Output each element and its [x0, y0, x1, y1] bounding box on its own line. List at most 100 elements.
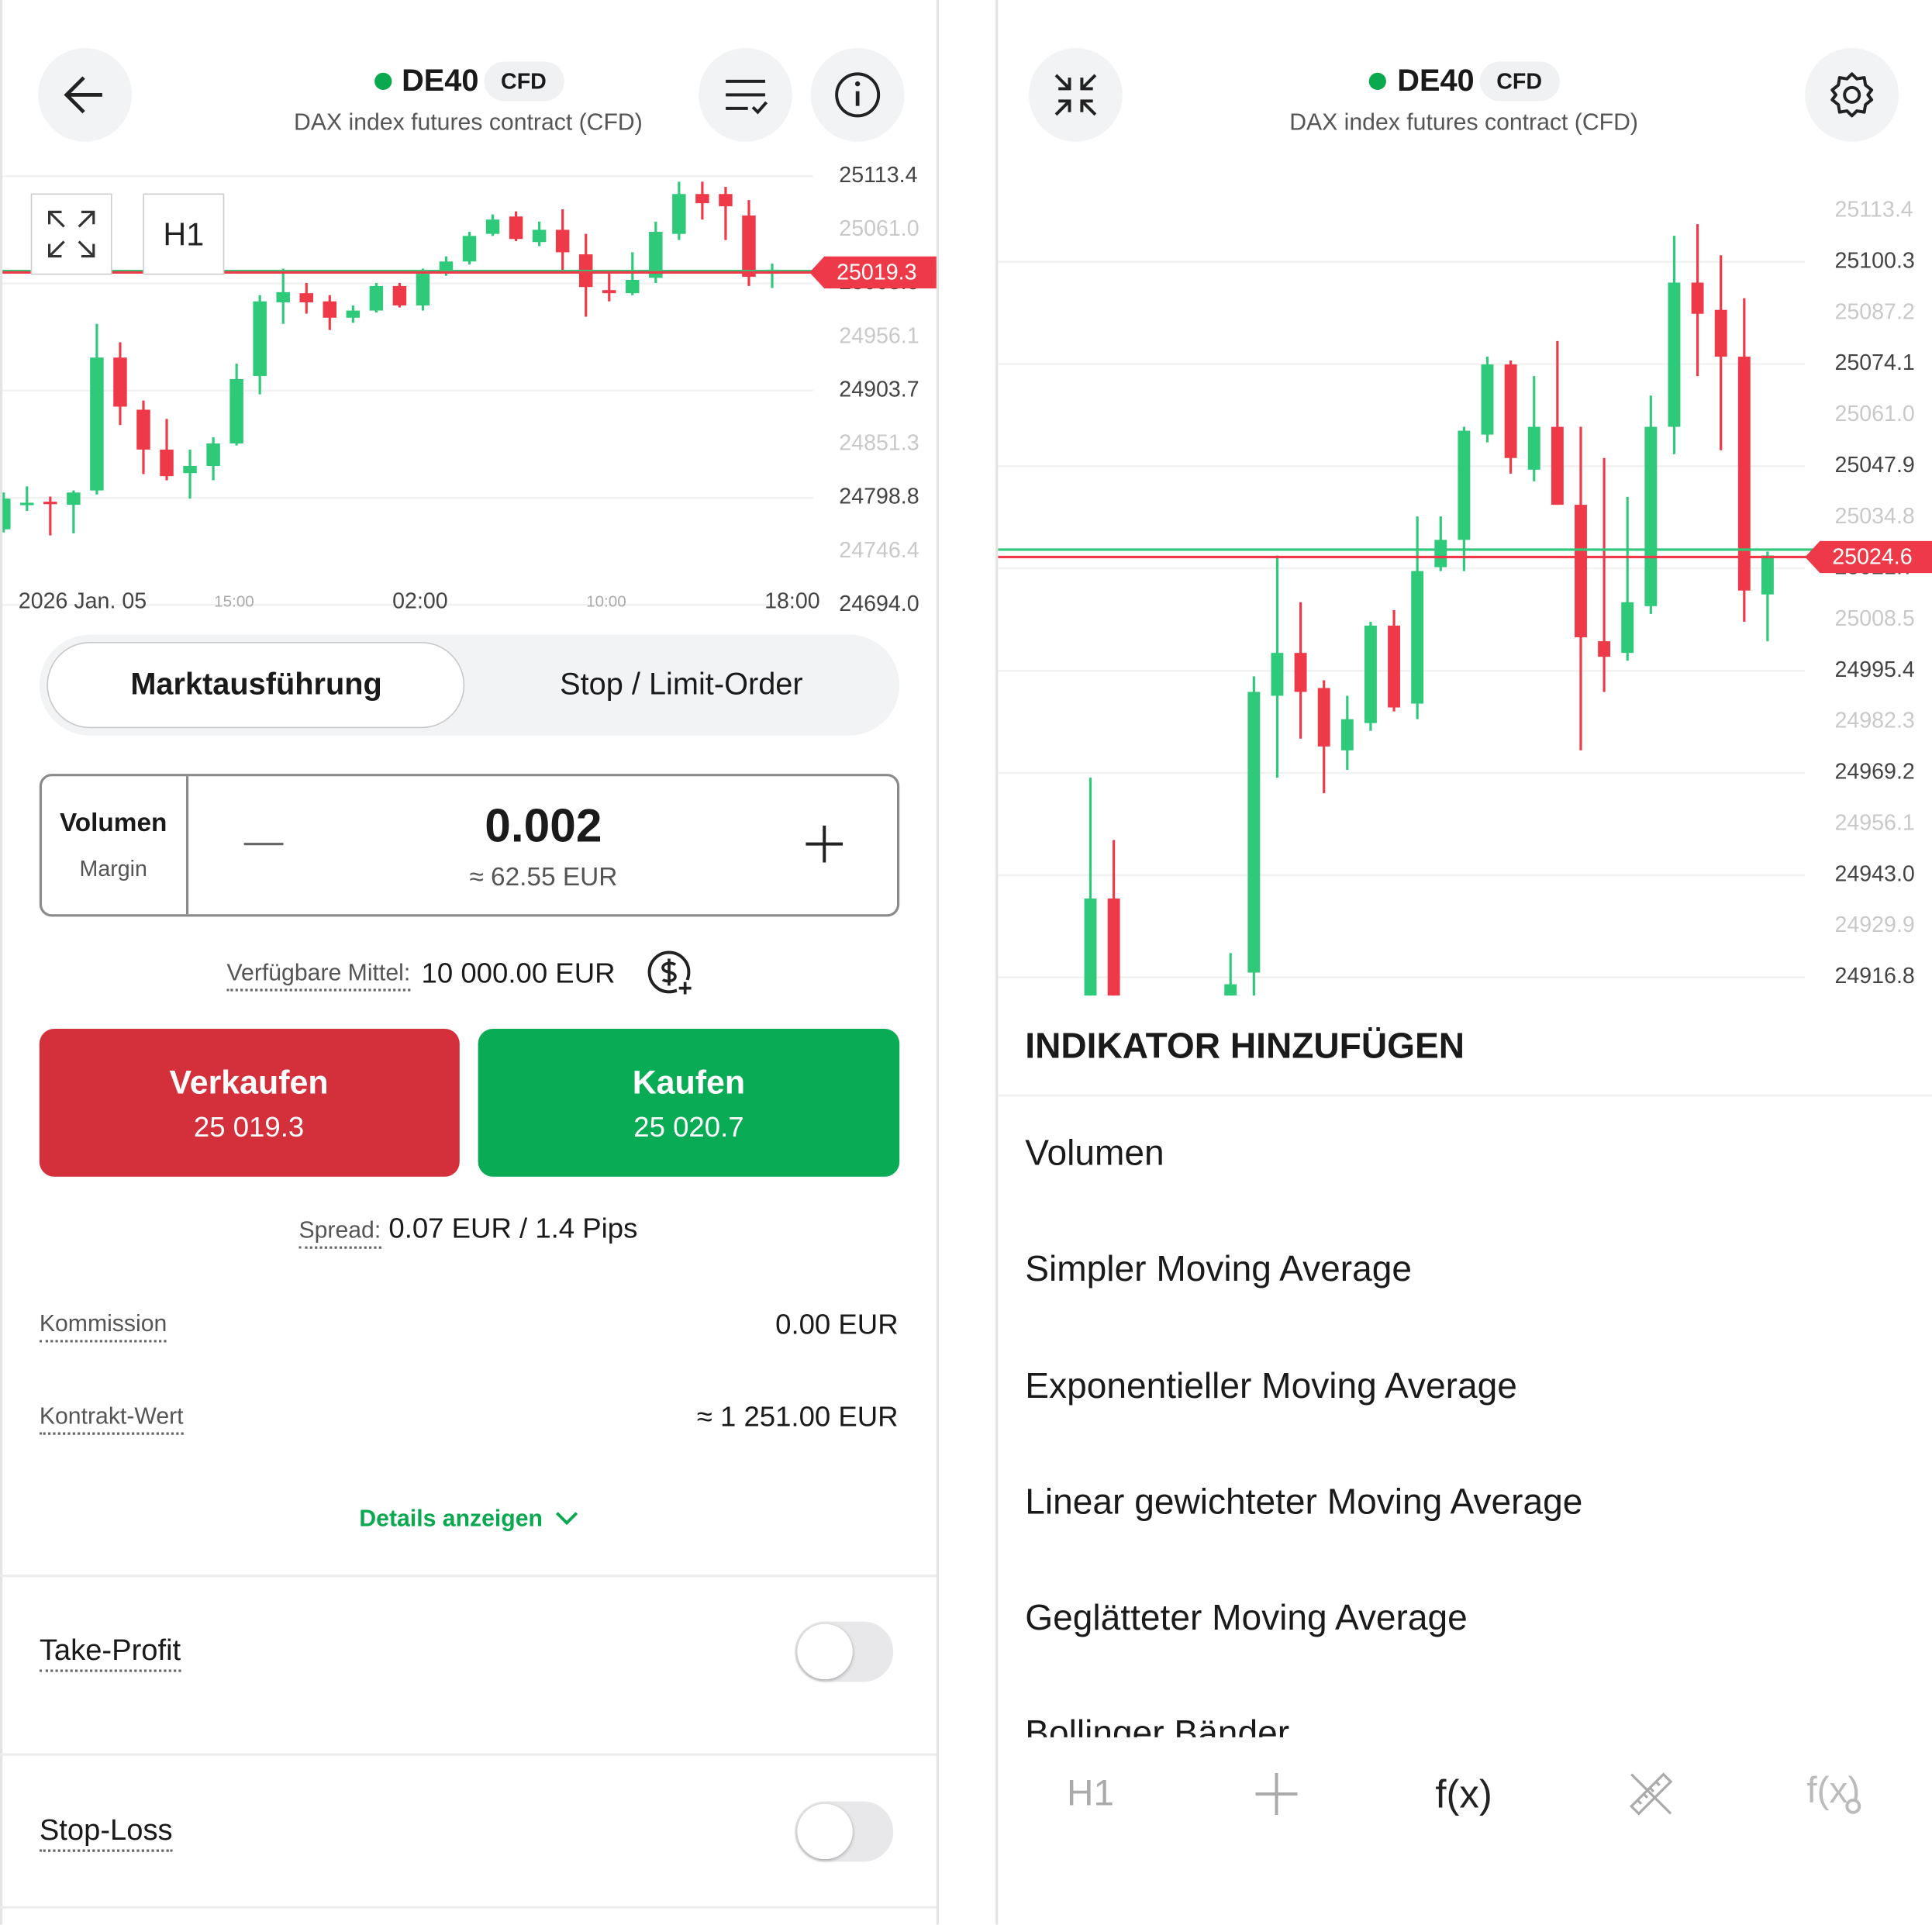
row-value: 0.00 EUR: [775, 1308, 899, 1340]
candles: [2, 181, 779, 536]
details-link[interactable]: Details anzeigen: [359, 1506, 543, 1533]
x-tick-label: 10:00: [586, 593, 626, 611]
settings-button[interactable]: [1805, 47, 1899, 142]
panel-border: [995, 0, 999, 1925]
badge: CFD: [1496, 69, 1542, 94]
y-tick-label: 24746.4: [839, 538, 919, 563]
y-tick-label: 24969.2: [1834, 760, 1914, 785]
toggle-knob: [797, 1623, 853, 1680]
back-button[interactable]: [38, 47, 133, 142]
toolbar-indicators[interactable]: f(x): [1435, 1771, 1492, 1816]
candle-body: [90, 357, 104, 491]
menu-item[interactable]: Linear gewichteter Moving Average: [1025, 1482, 1583, 1523]
menu-item[interactable]: Volumen: [1025, 1133, 1164, 1174]
buy-label[interactable]: Kaufen: [632, 1064, 746, 1102]
volume-value[interactable]: 0.002: [485, 801, 602, 853]
y-tick-label: 25087.2: [1834, 299, 1914, 324]
candle-body: [1317, 688, 1330, 747]
candle-body: [602, 290, 616, 294]
fullscreen-button[interactable]: [30, 193, 112, 275]
candle-body: [719, 194, 733, 207]
menu-item[interactable]: Simpler Moving Average: [1025, 1250, 1413, 1290]
menu-item[interactable]: Bollinger Bänder: [1025, 1714, 1290, 1737]
candle-body: [346, 310, 361, 318]
candle-body: [1224, 984, 1237, 996]
x-tick-label: 02:00: [392, 589, 448, 614]
spread-label: Spread:: [298, 1218, 381, 1249]
price-tag: [809, 256, 937, 289]
candle-body: [1714, 309, 1727, 357]
candle-body: [462, 236, 477, 262]
candle-body: [206, 443, 220, 466]
toggle-label: Take-Profit: [39, 1633, 181, 1672]
candle-body: [67, 492, 81, 505]
divider: [0, 1575, 937, 1578]
tab-label[interactable]: Marktausführung: [130, 667, 382, 702]
candle-body: [1247, 692, 1261, 973]
y-tick-label: 24943.0: [1834, 861, 1914, 886]
tab-label[interactable]: Stop / Limit-Order: [560, 667, 803, 702]
candle-body: [136, 409, 150, 450]
candle-body: [1644, 426, 1658, 606]
y-tick-label: 24929.9: [1834, 912, 1914, 937]
buy-button[interactable]: [478, 1029, 900, 1177]
menu-item[interactable]: Exponentieller Moving Average: [1025, 1367, 1517, 1407]
candle-body: [1551, 426, 1564, 505]
x-tick-label: 15:00: [214, 593, 254, 611]
y-tick-label: 25061.0: [1834, 402, 1914, 426]
candle-body: [1107, 898, 1120, 996]
badge-bg: [484, 61, 564, 102]
y-tick-label: 24903.7: [839, 377, 919, 402]
volume-sublabel: Margin: [79, 856, 147, 881]
menu-item[interactable]: Geglätteter Moving Average: [1025, 1599, 1468, 1638]
sell-price[interactable]: 25 019.3: [193, 1110, 305, 1144]
chart: 25113.4 25100.3 25087.2 25074.1 25061.0 25047…: [998, 198, 1932, 996]
y-tick-label: 25008.5: [1834, 606, 1914, 631]
info-button[interactable]: [810, 47, 905, 142]
drawing-tools-icon[interactable]: [1627, 1769, 1676, 1819]
sell-button[interactable]: [39, 1029, 460, 1177]
chevron-icon[interactable]: [554, 1508, 579, 1527]
candle-body: [1411, 571, 1424, 704]
orders-button[interactable]: [699, 47, 792, 142]
volume-box: [39, 774, 900, 917]
x-tick-label: 18:00: [764, 589, 820, 614]
badge: CFD: [501, 69, 547, 94]
panel-border: [936, 0, 940, 1925]
minus-button[interactable]: [243, 843, 284, 846]
deposit-icon[interactable]: [646, 949, 698, 1001]
candle-body: [369, 285, 384, 311]
candle-body: [1364, 625, 1377, 723]
y-tick-label: 25047.9: [1834, 453, 1914, 478]
subtitle: DAX index futures contract (CFD): [1289, 110, 1638, 136]
collapse-button[interactable]: [1029, 47, 1123, 142]
candle-body: [672, 194, 686, 234]
candle-body: [229, 378, 243, 443]
expand-icon: [47, 210, 95, 258]
candle-body: [1527, 426, 1540, 470]
candle-body: [416, 274, 430, 305]
toggle[interactable]: [795, 1621, 894, 1682]
y-tick-label: 25061.0: [839, 216, 919, 241]
y-tick-label: 24798.8: [839, 485, 919, 509]
subtitle: DAX index futures contract (CFD): [294, 110, 643, 136]
candle-body: [1340, 719, 1354, 750]
plus-button[interactable]: [805, 824, 844, 864]
toolbar-timeframe[interactable]: H1: [1067, 1772, 1115, 1814]
candle-body: [1481, 364, 1494, 435]
candle-body: [1575, 505, 1587, 638]
y-tick-label: 24956.1: [839, 323, 919, 348]
timeframe-button[interactable]: [143, 193, 225, 275]
candle-body: [509, 216, 523, 240]
crosshair-icon[interactable]: [1254, 1771, 1299, 1816]
sell-label[interactable]: Verkaufen: [169, 1064, 329, 1102]
row-label: Kommission: [39, 1311, 167, 1343]
candle-body: [1271, 653, 1284, 696]
toggle[interactable]: [795, 1801, 894, 1862]
candle-body: [1598, 641, 1611, 657]
buy-price[interactable]: 25 020.7: [633, 1110, 744, 1144]
active-tab[interactable]: [47, 642, 465, 729]
candle-body: [649, 232, 663, 278]
